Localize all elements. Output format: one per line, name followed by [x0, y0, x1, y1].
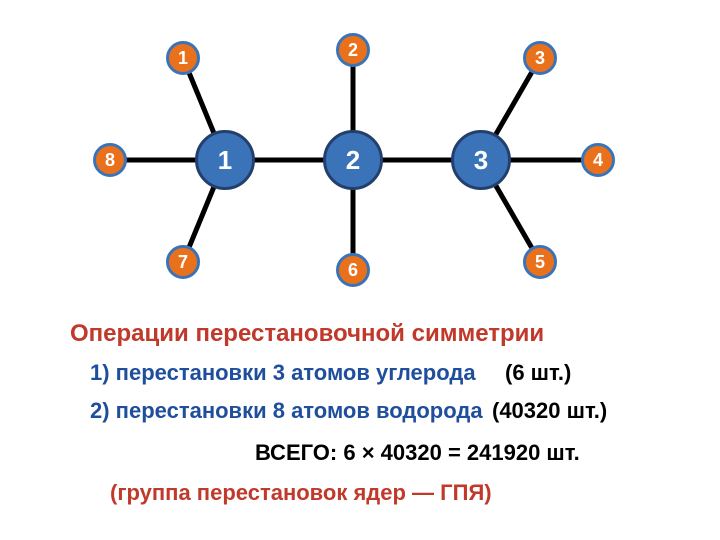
diagram-stage: Операции перестановочной симметрии 1) пе… — [0, 0, 720, 540]
title-text: Операции перестановочной симметрии — [70, 320, 544, 348]
hydrogen-node-6: 6 — [336, 253, 370, 287]
total-line: ВСЕГО: 6 × 40320 = 241920 шт. — [255, 440, 580, 466]
line2-blue: 2) перестановки 8 атомов водорода — [90, 398, 483, 424]
hydrogen-node-8: 8 — [93, 143, 127, 177]
footer-line: (группа перестановок ядер — ГПЯ) — [110, 480, 492, 506]
line1-count: (6 шт.) — [505, 360, 571, 386]
hydrogen-node-5: 5 — [523, 245, 557, 279]
carbon-node-3: 3 — [451, 130, 511, 190]
hydrogen-node-7: 7 — [166, 245, 200, 279]
hydrogen-node-3: 3 — [523, 41, 557, 75]
line1-blue: 1) перестановки 3 атомов углерода — [90, 360, 476, 386]
hydrogen-node-1: 1 — [166, 41, 200, 75]
hydrogen-node-2: 2 — [336, 33, 370, 67]
line2-count: (40320 шт.) — [492, 398, 607, 424]
hydrogen-node-4: 4 — [581, 143, 615, 177]
carbon-node-2: 2 — [323, 130, 383, 190]
carbon-node-1: 1 — [195, 130, 255, 190]
